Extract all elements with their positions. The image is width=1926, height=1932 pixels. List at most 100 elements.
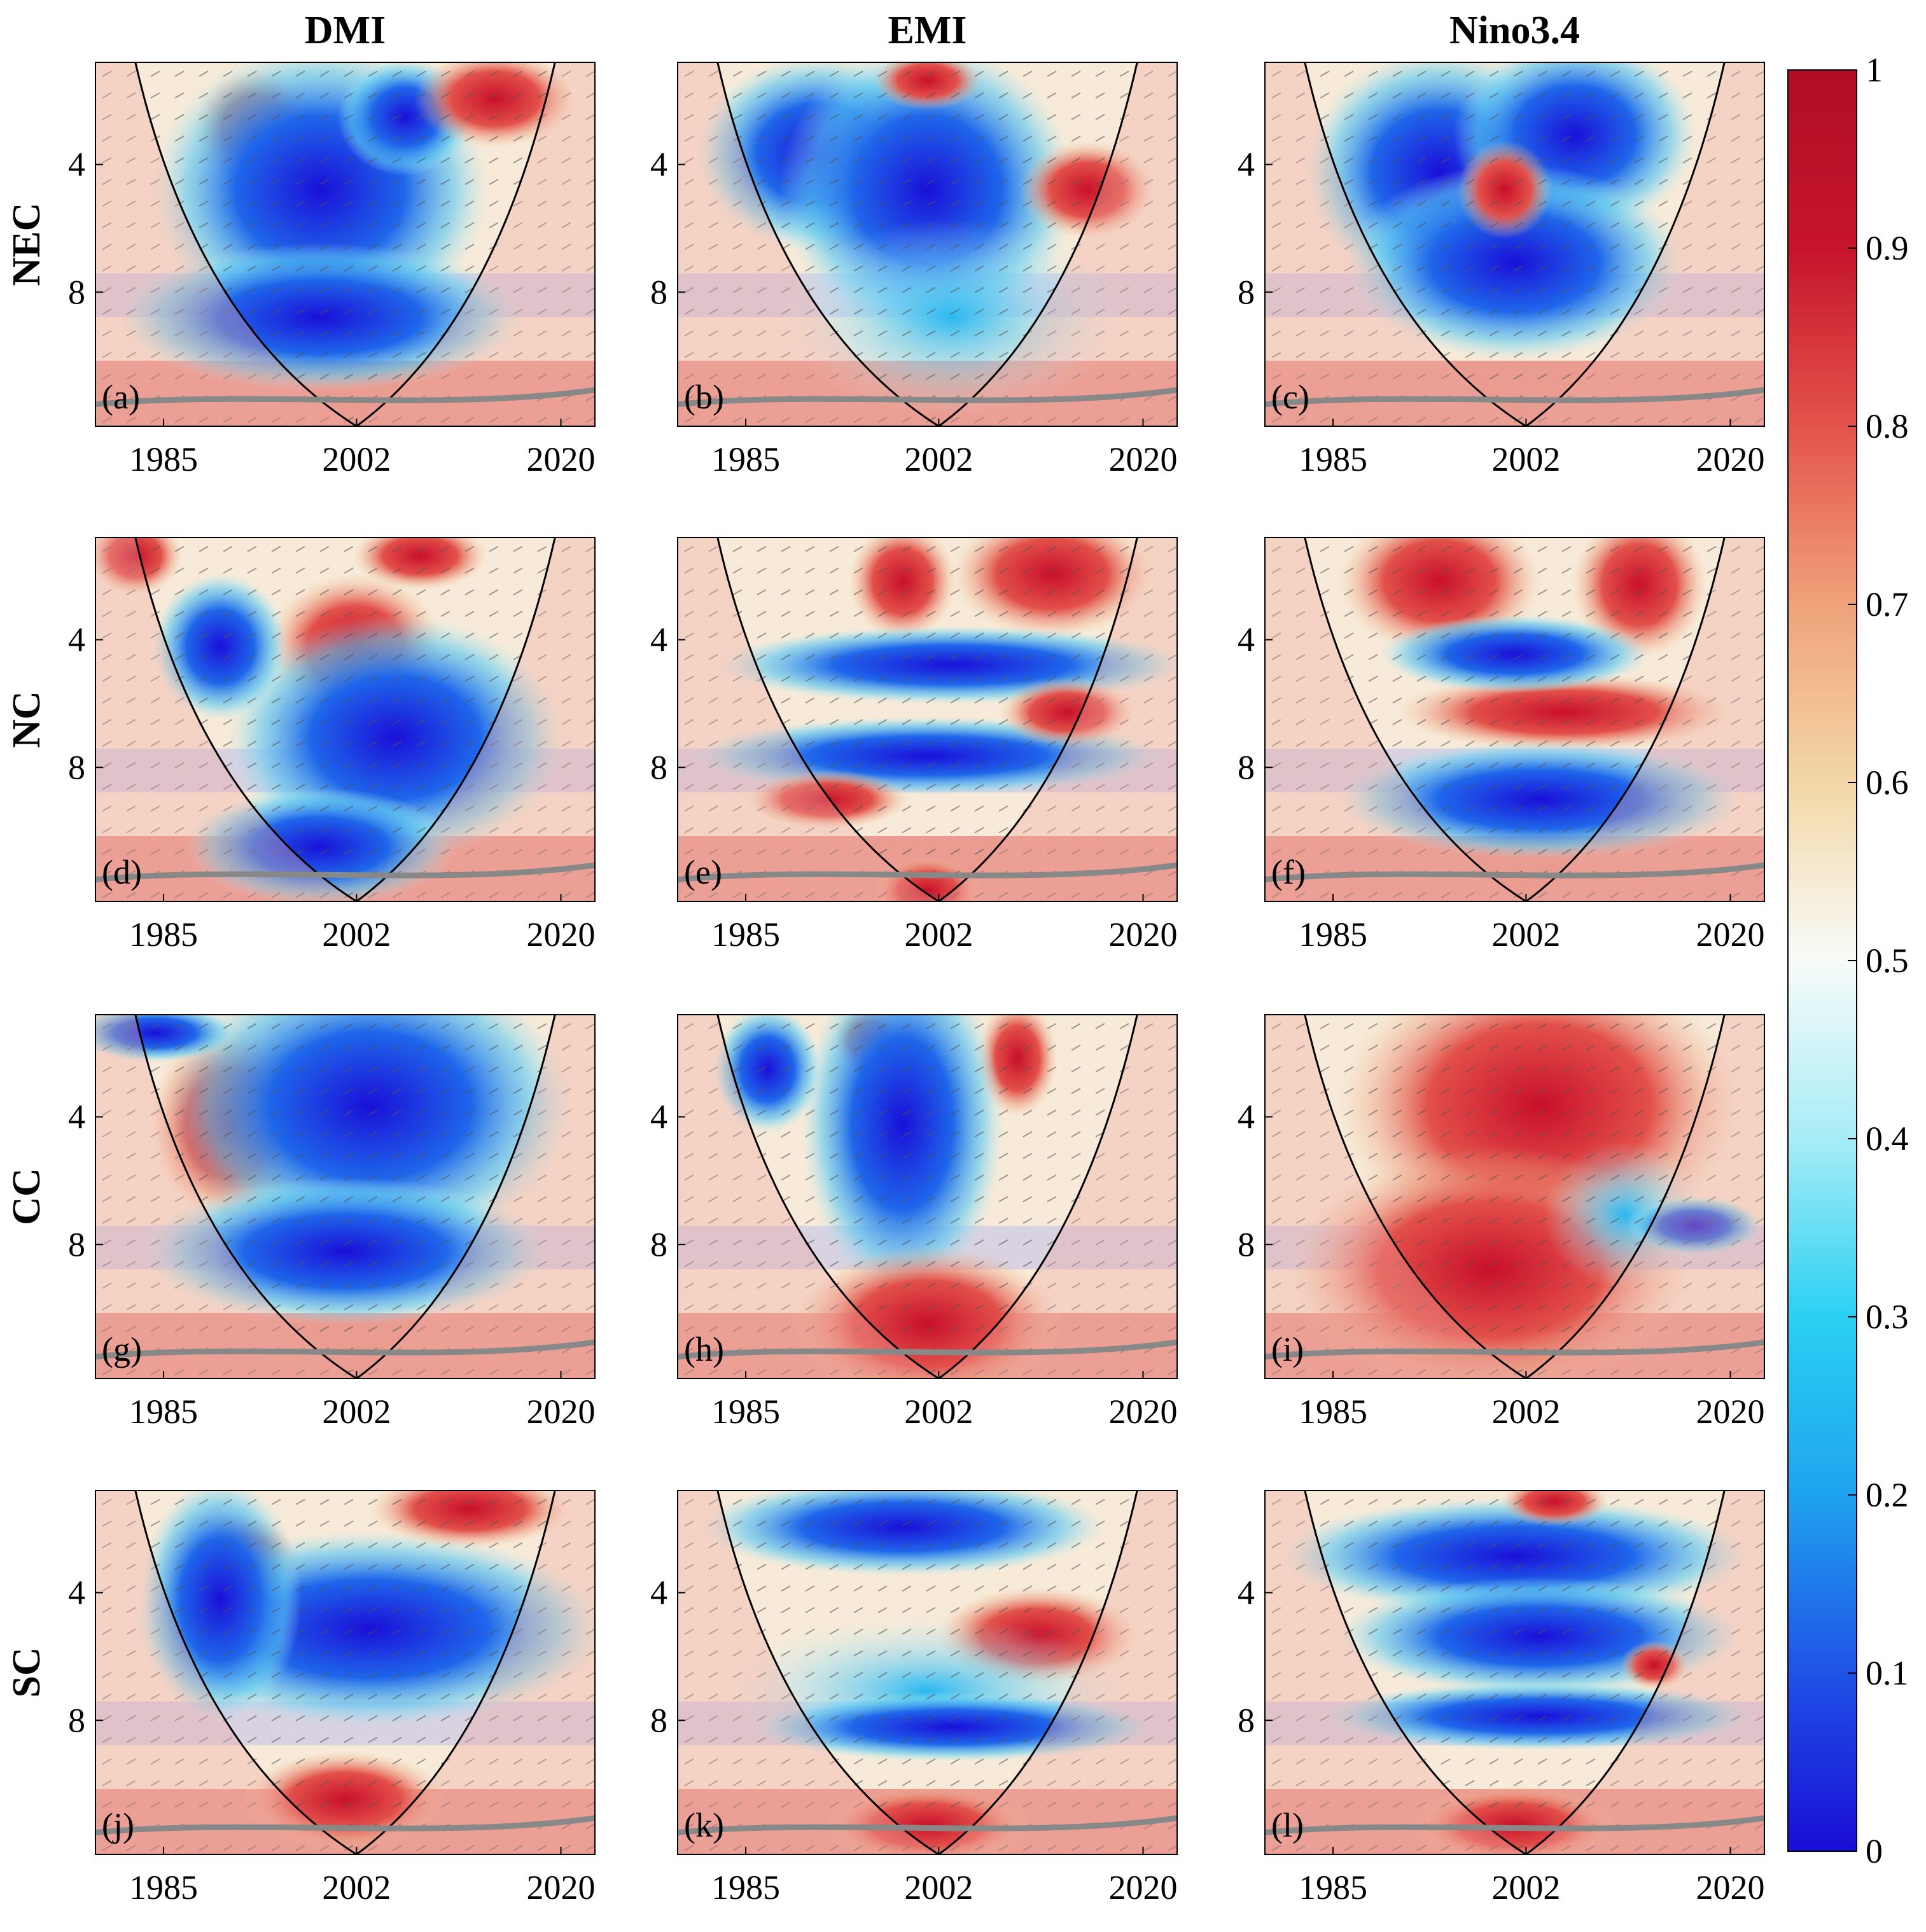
y-tick-label: 8 <box>650 273 667 311</box>
coi-shading-right <box>939 538 1177 901</box>
coi-shading-right <box>939 1491 1177 1854</box>
coherence-panel: 4 8 1985 2002 2020 (j) <box>68 1490 596 1907</box>
x-tick-label: 2002 <box>904 1868 973 1907</box>
x-tick-label: 1985 <box>1299 915 1367 954</box>
y-tick-label: 4 <box>68 146 85 184</box>
coherence-region <box>783 218 1121 415</box>
phase-arrows <box>1271 1499 1764 1851</box>
colorbar-tick-label: 0.1 <box>1866 1654 1909 1692</box>
panel-frame <box>95 1014 596 1379</box>
y-tick-label: 4 <box>650 146 667 184</box>
colorbar-gradient <box>1787 69 1857 1852</box>
coherence-panel: 4 8 1985 2002 2020 (a) <box>68 62 596 478</box>
significance-contour-grey <box>1265 387 1764 408</box>
significance-contour-grey <box>678 1815 1177 1836</box>
colorbar-tick-label: 0.8 <box>1866 407 1909 445</box>
y-tick-label: 8 <box>68 748 85 786</box>
x-tick-label: 2020 <box>1696 1868 1764 1907</box>
panel-label: (k) <box>684 1806 724 1844</box>
y-tick-label: 4 <box>650 621 667 659</box>
colorbar-tick-label: 0 <box>1866 1832 1883 1870</box>
y-tick-label: 8 <box>650 1701 667 1739</box>
coi-shading-right <box>356 1491 595 1854</box>
significance-contour-grey <box>678 1339 1177 1360</box>
colorbar-tick-label: 0.7 <box>1866 585 1909 623</box>
coherence-region <box>801 1015 1004 1296</box>
x-tick-label: 1985 <box>1299 1868 1367 1907</box>
coi-shading-right <box>1526 538 1764 901</box>
panel-frame <box>1264 1490 1765 1855</box>
colorbar-tick-label: 0.4 <box>1866 1120 1909 1158</box>
panel-label: (h) <box>684 1330 724 1368</box>
coi-shading-right <box>1526 1491 1764 1854</box>
coherence-region <box>244 1750 447 1849</box>
significance-contour-grey <box>1265 1339 1764 1360</box>
cone-of-influence <box>716 1015 1138 1379</box>
cone-of-influence <box>1304 538 1726 901</box>
y-tick-label: 8 <box>1238 1701 1255 1739</box>
coherence-region <box>1621 1640 1689 1690</box>
panel-label: (g) <box>102 1330 142 1368</box>
coi-shading-right <box>939 1015 1177 1379</box>
cone-of-influence <box>134 1015 556 1379</box>
y-tick-label: 8 <box>68 1701 85 1739</box>
colorbar: 0 0.1 0.2 0.3 0.4 0.5 0.6 0.7 0.8 0.9 1 <box>1787 51 1909 1870</box>
panel-label: (e) <box>684 853 722 891</box>
cone-of-influence <box>134 62 556 426</box>
x-tick-label: 2020 <box>1108 1868 1177 1907</box>
x-tick-label: 2020 <box>1108 1393 1177 1431</box>
x-tick-label: 2020 <box>526 1393 595 1431</box>
x-tick-label: 1985 <box>129 1868 198 1907</box>
row-label: CC <box>5 1168 48 1225</box>
panel-frame <box>677 1490 1178 1855</box>
row-label: SC <box>5 1647 48 1697</box>
coherence-panel: 4 8 1985 2002 2020 (l) <box>1238 1490 1765 1907</box>
x-tick-label: 2002 <box>1491 440 1560 478</box>
y-tick-label: 8 <box>1238 273 1255 311</box>
colorbar-tick-label: 0.6 <box>1866 763 1909 802</box>
row-labels: NEC NC CC SC <box>5 203 48 1698</box>
y-tick-label: 4 <box>68 1574 85 1612</box>
panel-label: (b) <box>684 378 724 416</box>
coi-shading-right <box>1526 62 1764 426</box>
coherence-region <box>414 62 576 148</box>
cone-of-influence <box>716 538 1138 901</box>
x-tick-label: 1985 <box>1299 1393 1367 1431</box>
x-tick-label: 2002 <box>1491 1868 1560 1907</box>
x-tick-label: 1985 <box>711 1393 780 1431</box>
coherence-panel: 4 8 1985 2002 2020 (i) <box>1238 1014 1765 1431</box>
x-tick-label: 1985 <box>711 915 780 954</box>
coherence-region <box>1396 672 1733 752</box>
y-tick-label: 8 <box>68 1225 85 1263</box>
significance-contour-grey <box>95 387 595 408</box>
panel-frame <box>95 537 596 902</box>
coherence-region <box>1346 164 1684 361</box>
colorbar-tick-label: 0.5 <box>1866 942 1909 980</box>
panel-frame <box>95 62 596 427</box>
y-tick-label: 8 <box>650 748 667 786</box>
coherence-panel: 4 8 1985 2002 2020 (c) <box>1238 62 1765 478</box>
significance-contour-grey <box>678 862 1177 883</box>
coi-shading-right <box>356 1015 595 1379</box>
y-tick-label: 4 <box>1238 1574 1255 1612</box>
coherence-region <box>1323 1681 1755 1751</box>
cone-of-influence <box>1304 1491 1726 1854</box>
coherence-region <box>1019 140 1155 239</box>
x-tick-label: 2020 <box>1108 915 1177 954</box>
x-tick-label: 2002 <box>904 915 973 954</box>
y-tick-label: 4 <box>1238 1098 1255 1136</box>
panel-label: (d) <box>102 853 142 891</box>
phase-arrows <box>684 1023 1177 1375</box>
significance-contour-grey <box>678 387 1177 408</box>
panel-frame <box>95 1490 596 1855</box>
y-tick-label: 8 <box>1238 1225 1255 1263</box>
column-title: EMI <box>888 9 967 52</box>
significance-contour-grey <box>95 1339 595 1360</box>
coherence-panel: 4 8 1985 2002 2020 (d) <box>68 537 596 954</box>
coherence-region <box>700 1491 1105 1576</box>
row-label: NC <box>5 691 48 748</box>
panels: 4 8 1985 2002 2020 (a) 4 8 1985 2002 2020 (b) 4 8 1985… <box>68 62 1765 1907</box>
y-tick-label: 4 <box>650 1098 667 1136</box>
coherence-region <box>1000 678 1135 747</box>
x-tick-label: 2002 <box>904 1393 973 1431</box>
